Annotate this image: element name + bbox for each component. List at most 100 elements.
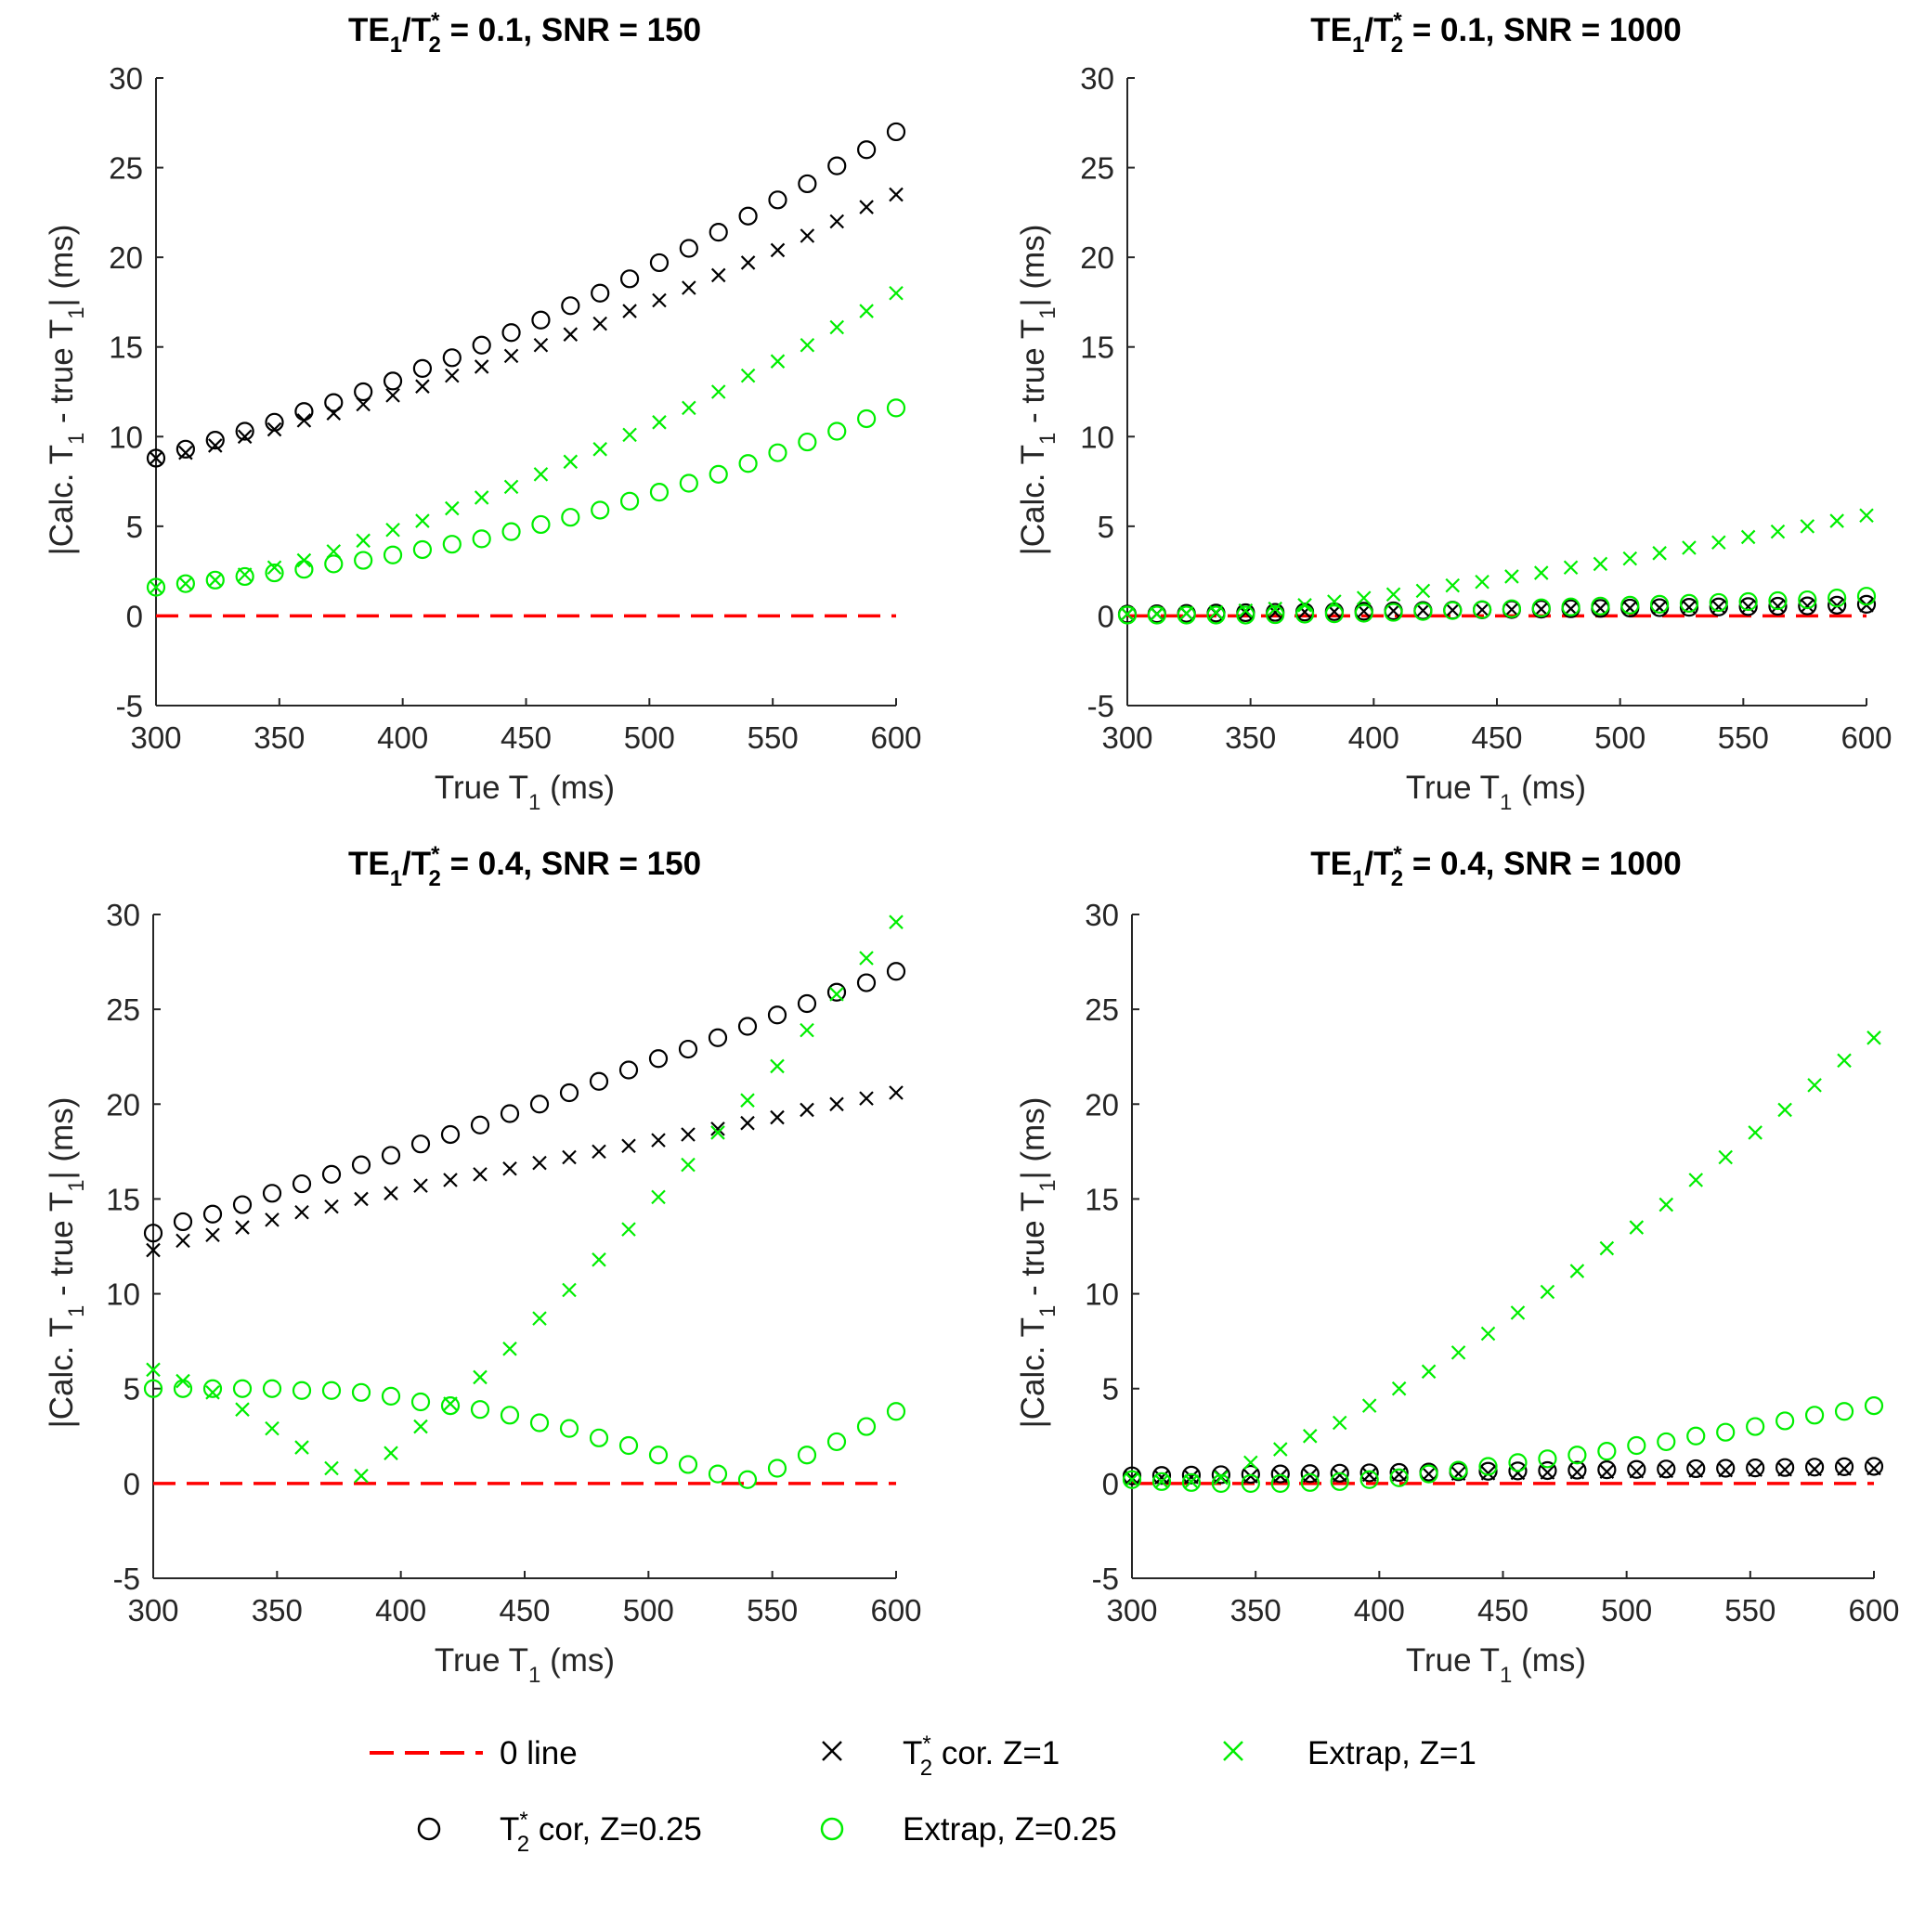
data-point-circle [1300, 1464, 1320, 1484]
y-axis-label: |Calc. T1 - true T1| (ms) [44, 1097, 89, 1429]
data-point-cross [621, 1222, 636, 1237]
data-point-circle [354, 382, 373, 402]
data-point-circle [798, 432, 817, 452]
data-point-cross [800, 1022, 814, 1038]
data-point-circle [856, 1417, 877, 1436]
data-point-circle [619, 269, 640, 289]
data-point-cross [859, 1091, 874, 1106]
data-point-cross [682, 280, 696, 295]
data-point-circle [1389, 1462, 1409, 1483]
x-tick-label: 400 [1354, 1593, 1405, 1627]
data-point-circle [1443, 601, 1463, 620]
data-point-circle [1270, 1464, 1290, 1484]
x-tick-label: 500 [1594, 720, 1645, 755]
data-point-cross [1711, 535, 1726, 551]
data-point-cross [1332, 1415, 1347, 1431]
data-point-circle [146, 577, 166, 597]
data-point-cross [356, 533, 371, 549]
data-point-circle [649, 253, 670, 273]
x-tick-label: 600 [870, 720, 921, 755]
data-point-cross [710, 384, 726, 399]
data-point-cross [1688, 1173, 1704, 1187]
data-point-circle [767, 1459, 787, 1478]
data-point-circle [738, 454, 758, 473]
data-point-circle [1478, 1461, 1498, 1481]
data-point-circle [1827, 595, 1847, 615]
data-point-circle [410, 1392, 431, 1412]
data-point-circle [797, 1446, 817, 1465]
data-point-circle [1324, 604, 1344, 624]
data-point-circle [1181, 1472, 1202, 1492]
data-point-cross [207, 438, 223, 453]
data-point-circle [1117, 605, 1138, 625]
data-point-cross [889, 285, 904, 301]
data-point-cross [1238, 603, 1254, 618]
data-point-circle [886, 962, 906, 981]
data-point-circle [1856, 587, 1877, 606]
data-point-cross [1829, 513, 1844, 528]
data-point-cross [445, 368, 460, 383]
data-point-circle [1449, 1460, 1468, 1480]
data-point-cross [354, 1191, 369, 1207]
data-point-circle [383, 371, 403, 391]
y-tick-label: 0 [1098, 599, 1114, 633]
x-tick-label: 450 [499, 1593, 550, 1627]
data-point-circle [708, 1464, 728, 1484]
x-tick-label: 600 [870, 1593, 921, 1627]
data-point-circle [1709, 597, 1728, 616]
y-tick-label: 10 [1085, 1277, 1119, 1312]
data-point-cross [1120, 606, 1135, 622]
data-point-circle [1147, 605, 1166, 625]
data-point-cross [1658, 1197, 1674, 1212]
data-point-circle [1413, 602, 1433, 621]
data-point-cross [294, 1204, 309, 1220]
data-point-cross [235, 1402, 250, 1417]
data-point-cross [384, 1446, 398, 1460]
data-point-cross [1385, 587, 1401, 603]
data-point-circle [857, 408, 877, 429]
x-tick-label: 300 [1101, 720, 1152, 755]
data-point-cross [502, 1342, 517, 1356]
data-point-circle [470, 1115, 490, 1135]
data-point-cross [205, 1227, 220, 1243]
data-point-circle [648, 1049, 669, 1069]
data-point-circle [826, 1432, 847, 1452]
data-point-circle [1798, 590, 1817, 610]
y-tick-label: 25 [106, 992, 140, 1027]
data-point-circle [146, 448, 166, 468]
data-point-circle [321, 1164, 342, 1184]
data-point-cross [237, 429, 253, 445]
data-point-cross [1391, 1381, 1407, 1396]
data-point-circle [1657, 1459, 1676, 1479]
y-tick-label: -5 [1092, 1562, 1119, 1596]
data-point-cross [385, 388, 400, 403]
data-point-cross [532, 1311, 547, 1326]
data-point-cross [859, 951, 874, 966]
data-point-circle [412, 539, 433, 560]
y-tick-label: 15 [106, 1182, 140, 1216]
data-point-circle [1686, 1459, 1706, 1479]
data-point-cross [829, 319, 845, 335]
data-point-circle [1241, 1464, 1260, 1485]
data-point-cross [1533, 565, 1549, 580]
data-point-circle [798, 174, 817, 194]
data-point-circle [1236, 605, 1255, 625]
data-point-cross [829, 1096, 844, 1112]
data-point-cross [324, 1460, 339, 1476]
data-point-circle [1206, 605, 1226, 625]
data-point-circle [737, 1470, 758, 1489]
data-point-cross [1356, 590, 1372, 605]
data-point-circle [1746, 1417, 1765, 1436]
x-tick-label: 350 [1230, 1593, 1281, 1627]
data-point-cross [1450, 1345, 1466, 1360]
data-point-cross [1184, 1474, 1199, 1489]
data-point-cross [384, 1186, 398, 1201]
data-point-cross [1563, 560, 1579, 576]
data-point-cross [176, 1233, 190, 1249]
data-point-cross [473, 1167, 488, 1182]
y-tick-label: 20 [109, 240, 143, 275]
data-point-circle [442, 535, 462, 554]
data-point-circle [767, 1005, 787, 1025]
data-point-circle [1686, 1426, 1706, 1446]
data-point-circle [1775, 1458, 1795, 1477]
